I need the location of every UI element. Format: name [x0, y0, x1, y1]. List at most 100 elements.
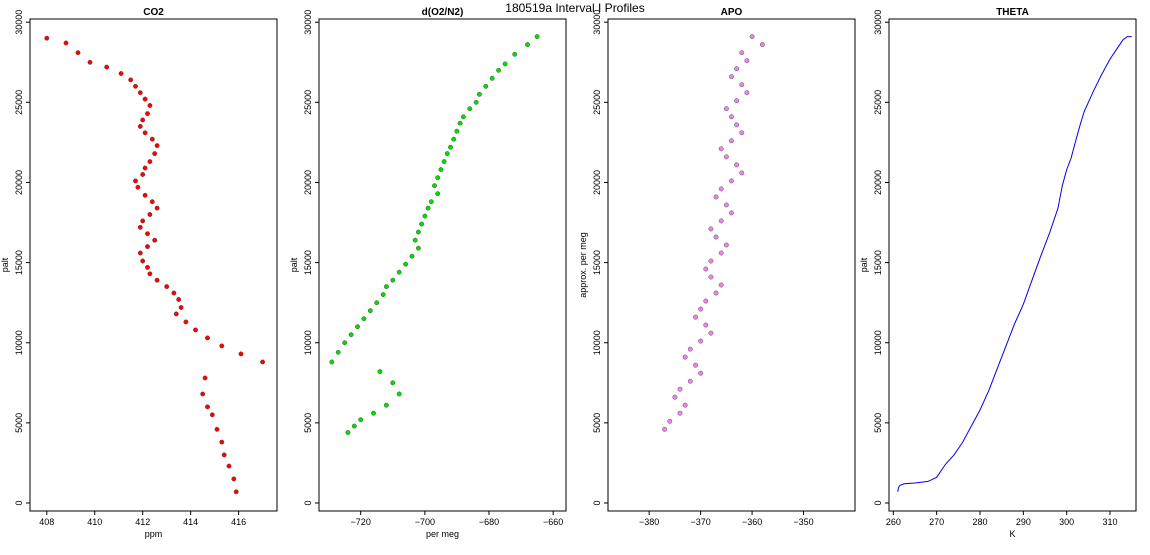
data-point: [703, 266, 709, 272]
data-point: [164, 284, 170, 289]
data-point: [412, 237, 418, 243]
data-point: [342, 340, 348, 346]
data-point: [687, 346, 693, 352]
y-tick-label: 10000: [303, 330, 313, 355]
y-tick-label: 25000: [14, 90, 24, 115]
data-point: [415, 245, 421, 251]
y-tick-label: 25000: [303, 90, 313, 115]
y-tick-label: 5000: [303, 413, 313, 433]
data-point: [377, 369, 383, 374]
data-point: [451, 136, 457, 142]
data-point: [760, 42, 765, 47]
data-point: [512, 51, 518, 57]
data-point: [438, 167, 444, 173]
data-point: [348, 332, 354, 338]
y-tick-label: 30000: [592, 10, 602, 35]
x-tick-label: 414: [183, 517, 198, 527]
data-point: [467, 106, 473, 112]
data-point: [63, 40, 69, 46]
panel-3: APO −380 −370 −360 −350 0 5000 10000 15000 20000 2…: [578, 7, 856, 527]
data-point: [104, 64, 110, 70]
data-point: [703, 322, 709, 328]
x-tick-label: 300: [1059, 517, 1074, 527]
y-tick-label: 30000: [14, 10, 24, 35]
data-point: [145, 244, 150, 250]
y-tick-label: 5000: [14, 413, 24, 433]
data-point: [428, 199, 434, 205]
figure-title: 180519a Interval I Profiles: [505, 1, 644, 15]
data-point: [140, 218, 146, 224]
data-point: [149, 136, 155, 142]
data-point: [329, 359, 335, 365]
data-point: [233, 489, 239, 495]
data-point: [380, 292, 386, 297]
data-point: [396, 391, 402, 397]
data-point: [687, 378, 693, 384]
data-point: [149, 199, 155, 205]
y-tick-label: 20000: [873, 170, 883, 195]
y-axis-label: palt: [0, 257, 10, 272]
data-point: [202, 375, 208, 381]
x-tick-label: 310: [1102, 517, 1117, 527]
data-point: [133, 83, 138, 89]
x-tick-label: 290: [1016, 517, 1031, 527]
data-point: [176, 297, 182, 302]
data-point: [444, 151, 450, 157]
data-point: [396, 269, 402, 275]
y-tick-label: 15000: [303, 250, 313, 275]
data-point: [219, 343, 225, 349]
x-tick-label: −380: [639, 517, 659, 527]
data-point: [140, 258, 146, 264]
data-point: [473, 99, 479, 105]
x-tick-label: 412: [135, 517, 150, 527]
data-point: [734, 122, 739, 128]
data-point: [209, 412, 215, 418]
y-tick-label: 30000: [303, 10, 313, 35]
y-axis-label: approx. per meg: [578, 232, 588, 298]
y-tick-label: 15000: [873, 250, 883, 275]
data-point: [677, 386, 683, 392]
data-point: [734, 66, 739, 72]
data-point: [214, 426, 220, 432]
data-point: [749, 34, 755, 39]
y-tick-label: 0: [303, 500, 313, 505]
data-point: [708, 258, 714, 264]
data-point: [734, 98, 739, 104]
y-tick-label: 15000: [592, 250, 602, 275]
plot-frame: [29, 18, 278, 512]
data-point: [358, 417, 364, 423]
data-point: [137, 250, 143, 256]
data-point: [441, 159, 447, 165]
y-axis-label: palt: [289, 257, 299, 272]
data-point: [435, 175, 441, 181]
data-point: [147, 271, 153, 277]
x-tick-label: −720: [351, 517, 371, 527]
data-point: [87, 59, 93, 65]
panel-1: CO2 408 410 412 414 416 0 5000 10000 15000 20000 25…: [0, 7, 278, 539]
data-point: [667, 418, 673, 424]
x-tick-label: 408: [39, 517, 54, 527]
x-tick-label: −660: [543, 517, 563, 527]
data-point: [147, 212, 153, 217]
y-tick-label: 25000: [873, 90, 883, 115]
data-point: [454, 128, 460, 134]
panel-2: d(O2/N2) −720 −700 −680 −660 0 5000 10000 15000 2…: [289, 7, 567, 539]
data-point: [729, 74, 734, 80]
data-point: [729, 138, 734, 144]
data-point: [221, 452, 227, 458]
x-tick-label: −360: [742, 517, 762, 527]
x-tick-label: −370: [690, 517, 710, 527]
x-axis-label: K: [1009, 529, 1015, 539]
data-point: [226, 463, 232, 469]
data-point: [734, 162, 739, 168]
x-tick-label: −680: [479, 517, 499, 527]
data-point: [147, 159, 153, 165]
data-point: [355, 324, 360, 330]
x-tick-label: 280: [972, 517, 987, 527]
data-point: [205, 404, 210, 410]
data-point: [708, 274, 714, 280]
panel-title: THETA: [996, 7, 1029, 18]
y-tick-label: 25000: [592, 90, 602, 115]
data-point: [345, 430, 351, 435]
x-tick-label: 260: [886, 517, 901, 527]
